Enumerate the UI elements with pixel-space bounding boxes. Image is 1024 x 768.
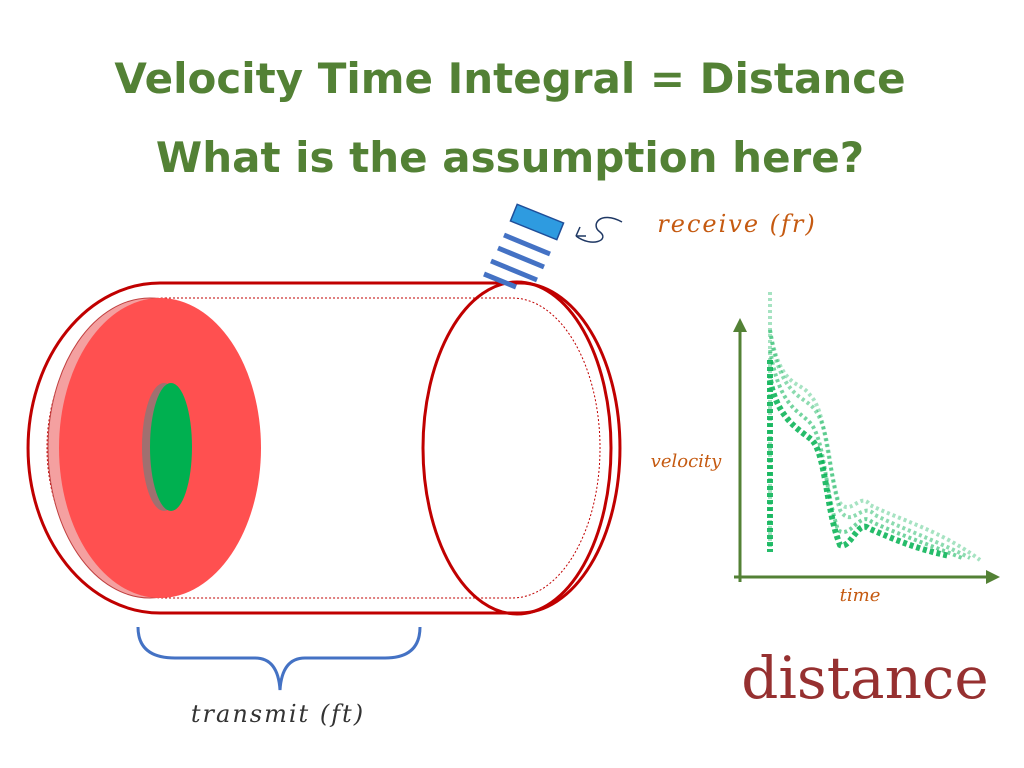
vessel-end: [421, 280, 613, 616]
time-label: time: [840, 585, 881, 606]
transducer: [509, 203, 565, 241]
receive-arrow: [575, 216, 623, 243]
velocity-label: velocity: [651, 451, 722, 472]
brace: [136, 626, 422, 691]
title-line1: Velocity Time Integral = Distance: [114, 54, 905, 103]
velocity-traces: [767, 292, 982, 562]
cell-core: [150, 383, 192, 511]
waves: [483, 232, 551, 290]
distance-label: distance: [741, 644, 989, 712]
receive-arrowhead: [575, 226, 586, 237]
receive-label: receive (fr): [657, 210, 816, 238]
y-arrow: [733, 318, 747, 332]
title-line2: What is the assumption here?: [156, 133, 864, 182]
x-arrow: [986, 570, 1000, 584]
transmit-label: transmit (ft): [191, 700, 365, 728]
